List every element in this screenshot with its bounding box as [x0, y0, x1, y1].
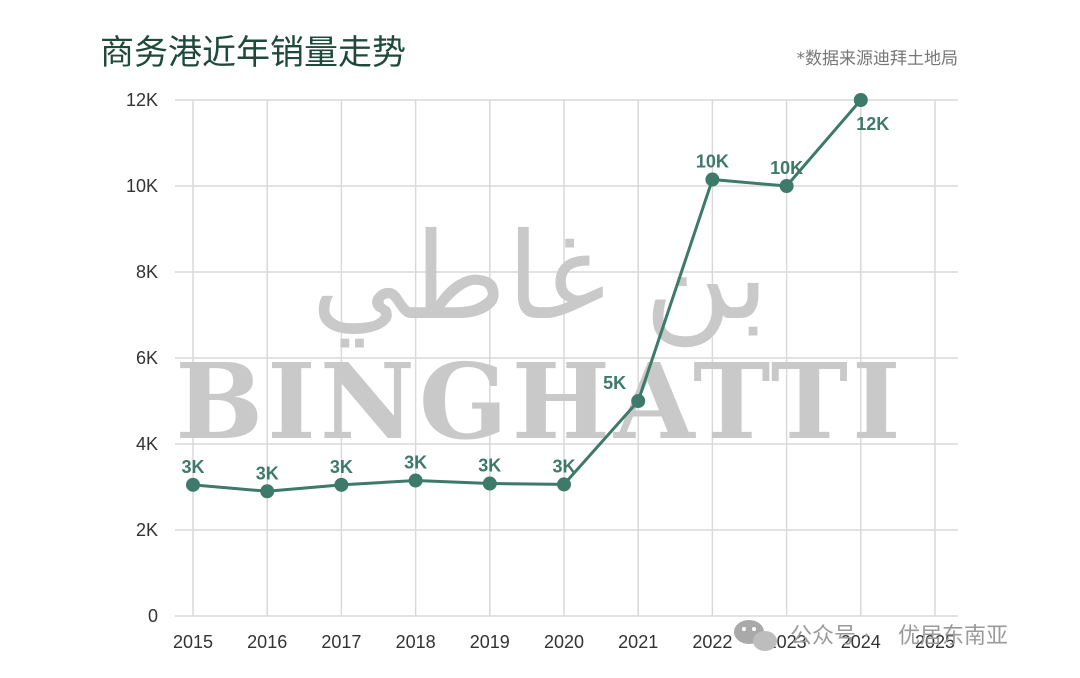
x-axis-tick-labels: 2015 2016 2017 2018 2019 2020 2021 2022 2023 2024…	[173, 632, 955, 652]
x-tick-label: 2021	[618, 632, 658, 652]
x-tick-label: 2025	[915, 632, 955, 652]
x-tick-label: 2018	[396, 632, 436, 652]
x-tick-label: 2017	[321, 632, 361, 652]
series-line	[192, 99, 862, 493]
data-point	[186, 477, 200, 492]
watermark: بن غاطي BINGHATTI	[175, 208, 904, 463]
data-point	[779, 179, 794, 193]
y-axis-tick-labels: 0 2K 4K 6K 8K 10K 12K	[126, 90, 158, 626]
data-point	[853, 93, 868, 107]
x-tick-label: 2022	[692, 632, 732, 652]
data-label: 10K	[770, 158, 803, 178]
x-tick-label: 2019	[470, 632, 510, 652]
data-label: 12K	[856, 114, 889, 134]
watermark-latin: BINGHATTI	[175, 340, 904, 463]
x-tick-label: 2016	[247, 632, 287, 652]
data-point	[408, 473, 423, 488]
y-tick-label: 0	[148, 606, 158, 626]
data-point	[705, 172, 720, 187]
y-tick-label: 12K	[126, 90, 158, 110]
x-tick-label: 2015	[173, 632, 213, 652]
source-note: *数据来源迪拜土地局	[797, 49, 959, 69]
y-tick-label: 6K	[136, 348, 158, 368]
data-point	[334, 477, 349, 492]
data-point	[557, 477, 571, 492]
data-label: 3K	[181, 457, 204, 477]
x-tick-label: 2024	[841, 632, 881, 652]
y-tick-label: 2K	[136, 520, 158, 540]
watermark-arabic: بن غاطي	[311, 208, 769, 348]
data-label: 3K	[256, 463, 279, 483]
footer-channel: 公众号 · 优居东南亚	[734, 620, 1008, 651]
channel-prefix: 公众号 ·	[790, 624, 870, 649]
x-tick-label: 2020	[544, 632, 584, 652]
y-tick-label: 8K	[136, 262, 158, 282]
data-label: 3K	[330, 457, 353, 477]
y-tick-label: 4K	[136, 434, 158, 454]
data-label: 10K	[696, 152, 729, 172]
channel-name: 优居东南亚	[898, 624, 1008, 649]
wechat-icon	[734, 620, 777, 651]
data-label: 5K	[603, 373, 626, 393]
data-point	[631, 394, 646, 408]
page-title: 商务港近年销量走势	[100, 33, 406, 73]
data-label: 3K	[404, 453, 427, 473]
y-tick-label: 10K	[126, 176, 158, 196]
data-point	[482, 476, 497, 491]
sales-series: 3K 3K 3K 3K 3K 3K 5K 10K 10K 12K	[181, 93, 889, 499]
data-label: 3K	[478, 456, 501, 476]
grid-lines	[175, 99, 958, 617]
x-tick-label: 2023	[767, 632, 807, 652]
data-point	[260, 484, 275, 499]
data-label: 3K	[552, 456, 575, 476]
